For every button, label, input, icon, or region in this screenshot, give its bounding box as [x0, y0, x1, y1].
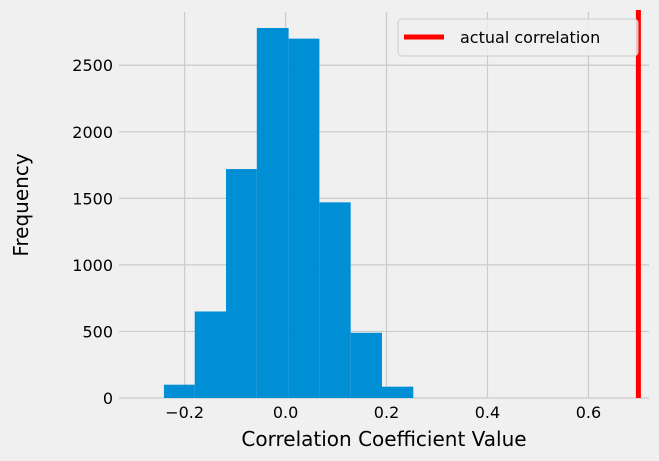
x-tick-label: −0.2 — [165, 403, 204, 422]
y-axis-label: Frequency — [9, 153, 33, 256]
y-tick-label: 1500 — [72, 189, 113, 208]
x-tick-labels: −0.2 0.0 0.2 0.4 0.6 — [165, 403, 601, 422]
histogram-bar — [288, 38, 320, 398]
histogram-bar — [256, 27, 289, 399]
y-tick-label: 2500 — [72, 56, 113, 75]
x-tick-label: 0.6 — [576, 403, 601, 422]
histogram-bar — [163, 384, 195, 398]
histogram-bar — [226, 169, 257, 398]
x-axis-label: Correlation Coefficient Value — [241, 427, 526, 451]
x-tick-label: 0.2 — [374, 403, 399, 422]
histogram-bars — [163, 27, 414, 399]
y-tick-label: 1000 — [72, 256, 113, 275]
legend: actual correlation — [397, 18, 639, 57]
histogram-bar — [381, 386, 414, 398]
y-tick-label: 0 — [103, 389, 113, 408]
x-tick-label: 0.0 — [273, 403, 298, 422]
y-tick-label: 500 — [82, 322, 113, 341]
x-tick-label: 0.4 — [475, 403, 500, 422]
histogram-bar — [194, 311, 227, 398]
legend-label-actual-correlation: actual correlation — [460, 28, 600, 47]
histogram-bar — [319, 202, 351, 398]
y-tick-labels: 0 500 1000 1500 2000 2500 — [72, 56, 113, 408]
histogram-bar — [350, 332, 382, 398]
legend-box — [397, 18, 639, 57]
y-tick-label: 2000 — [72, 123, 113, 142]
